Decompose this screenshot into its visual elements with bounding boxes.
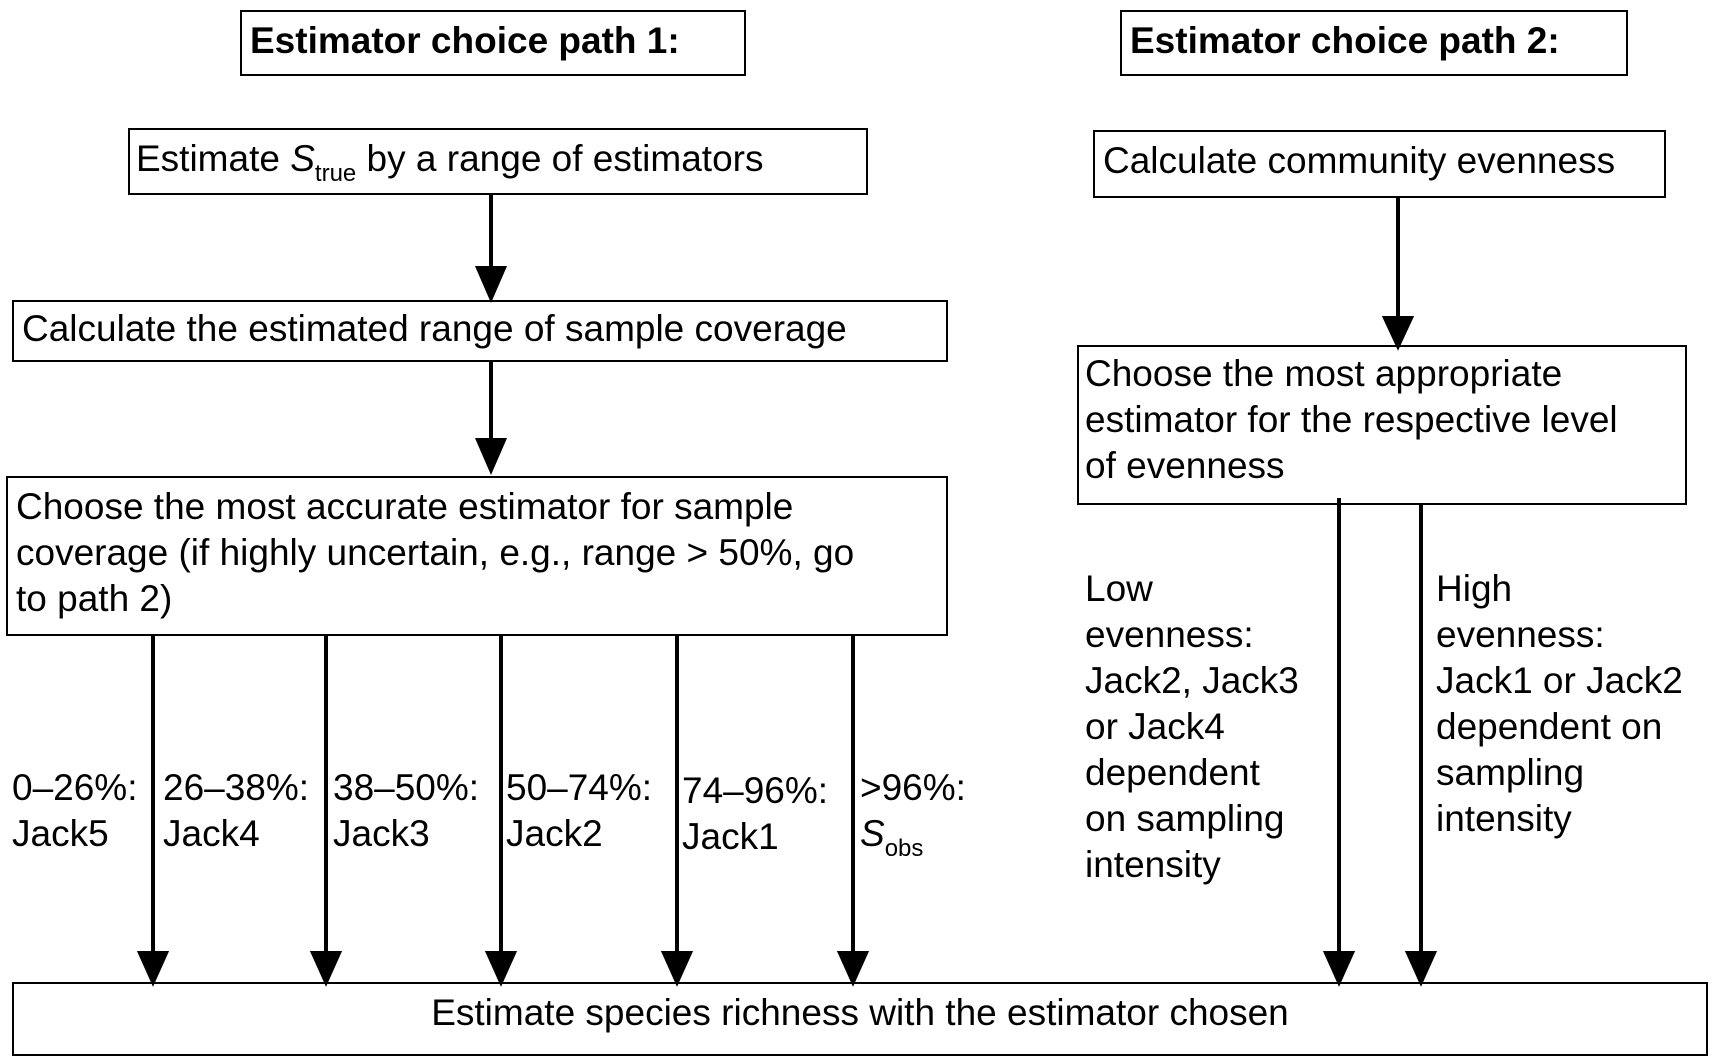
final-text: Estimate species richness with the estim… <box>431 992 1289 1033</box>
arrowhead-branch-jack5 <box>136 951 170 987</box>
path1-title-box: Estimator choice path 1: <box>240 10 746 76</box>
path1-estimate-box: Estimate Strue by a range of estimators <box>128 128 868 195</box>
path2-title: Estimator choice path 2: <box>1130 20 1560 61</box>
branch-label-jack4: 26–38%: Jack4 <box>163 767 310 854</box>
arrowhead-branch-jack3 <box>484 951 518 987</box>
arrowhead-branch-jack4 <box>309 951 343 987</box>
branch-label-sobs: >96%: Sobs <box>860 767 966 862</box>
branch-label-jack5: 0–26%: Jack5 <box>12 767 138 854</box>
path1-choose-text: Choose the most accurate estimator for s… <box>16 486 855 619</box>
branch-label-jack1: 74–96%: Jack1 <box>682 770 829 857</box>
path2-evenness-text: Calculate community evenness <box>1103 140 1616 181</box>
path1-coverage-text: Calculate the estimated range of sample … <box>22 308 847 349</box>
high-evenness-label: High evenness: Jack1 or Jack2 dependent … <box>1436 568 1683 839</box>
branch-label-jack2: 50–74%: Jack2 <box>506 767 653 854</box>
path1-estimate-text: Estimate Strue by a range of estimators <box>136 138 764 187</box>
arrowhead-step1-to-step2 <box>474 266 508 304</box>
arrowhead-step2-to-step3 <box>474 438 508 476</box>
path1-coverage-box: Calculate the estimated range of sample … <box>12 300 948 362</box>
path2-choose-box: Choose the most appropriate estimator fo… <box>1077 345 1687 505</box>
path1-title: Estimator choice path 1: <box>250 20 680 61</box>
path2-evenness-box: Calculate community evenness <box>1093 130 1666 198</box>
final-box: Estimate species richness with the estim… <box>12 982 1708 1056</box>
arrowhead-branch-high-evenness <box>1404 951 1438 987</box>
arrowhead-branch-jack2 <box>660 951 694 987</box>
low-evenness-label: Low evenness: Jack2, Jack3 or Jack4 depe… <box>1085 568 1299 885</box>
arrowhead-evenness-to-choose <box>1381 316 1415 351</box>
path2-title-box: Estimator choice path 2: <box>1120 10 1628 76</box>
path2-choose-text: Choose the most appropriate estimator fo… <box>1085 353 1618 486</box>
arrowhead-branch-low-evenness <box>1322 951 1356 987</box>
arrowhead-branch-jack1 <box>836 951 870 987</box>
path1-choose-box: Choose the most accurate estimator for s… <box>6 476 948 636</box>
branch-label-jack3: 38–50%: Jack3 <box>333 767 480 854</box>
